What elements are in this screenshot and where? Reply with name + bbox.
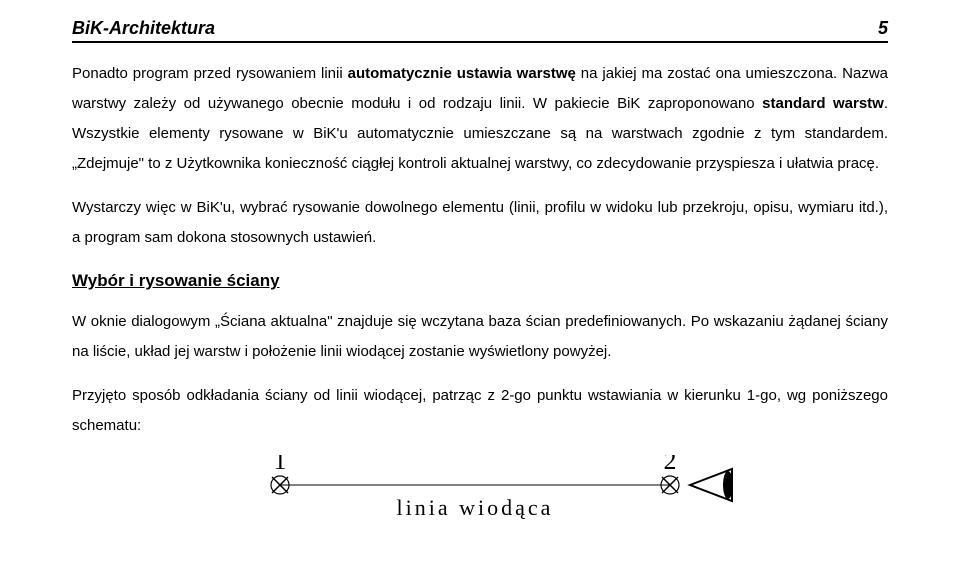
section-heading: Wybór i rysowanie ściany <box>72 271 888 291</box>
paragraph-4: Przyjęto sposób odkładania ściany od lin… <box>72 381 888 441</box>
leading-line-diagram: 1 2 linia wiodąca <box>72 455 888 525</box>
p1-bold-b: automatycznie ustawia warstwę <box>348 65 576 82</box>
paragraph-1: Ponadto program przed rysowaniem linii a… <box>72 59 888 179</box>
p1-bold-d: standard warstw <box>762 95 884 112</box>
paragraph-2: Wystarczy więc w BiK'u, wybrać rysowanie… <box>72 193 888 253</box>
page: BiK-Architektura 5 Ponadto program przed… <box>0 0 960 585</box>
view-direction-icon <box>690 469 733 501</box>
p1-text-a: Ponadto program przed rysowaniem linii <box>72 65 348 82</box>
paragraph-3: W oknie dialogowym „Ściana aktualna" zna… <box>72 307 888 367</box>
diagram-label-1: 1 <box>274 455 287 475</box>
page-header: BiK-Architektura 5 <box>72 18 888 43</box>
diagram-label-2: 2 <box>664 455 677 475</box>
header-page-number: 5 <box>878 18 888 39</box>
header-title: BiK-Architektura <box>72 18 215 39</box>
diagram-caption: linia wiodąca <box>397 495 554 520</box>
